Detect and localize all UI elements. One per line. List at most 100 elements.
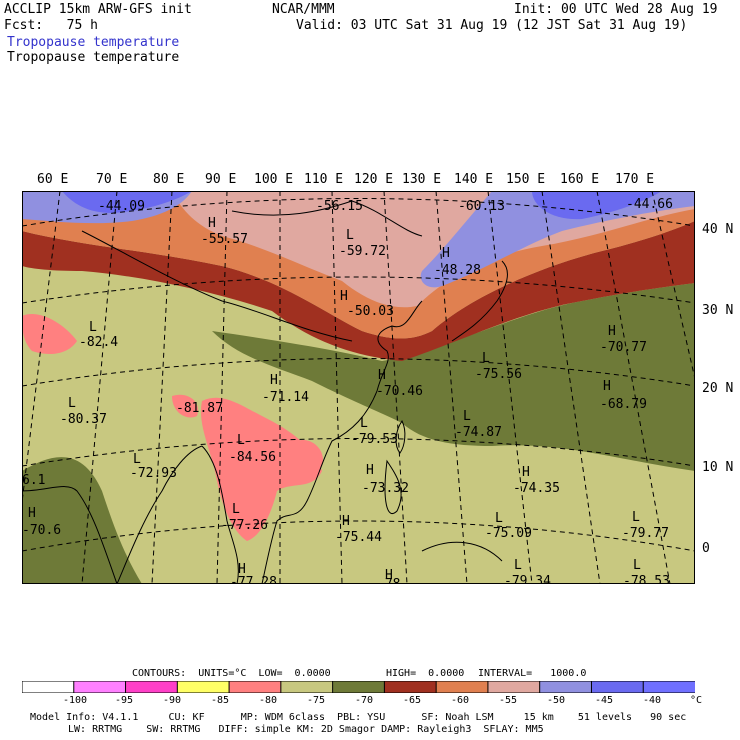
lat-label: 10 N (702, 460, 734, 475)
region-salmon-patch (172, 394, 198, 418)
colorbar-swatch (228, 681, 282, 693)
region-salmon-west (22, 313, 77, 354)
extremum-type: L (360, 416, 368, 431)
lon-label: 70 E (96, 172, 128, 187)
region-blue-west (62, 191, 192, 213)
colorbar (22, 681, 695, 693)
colorbar-label: -55 (499, 695, 518, 706)
lat-label: 30 N (702, 303, 734, 318)
colorbar-swatch (22, 681, 75, 693)
colorbar-swatch (73, 681, 127, 693)
extremum-value: -71.14 (262, 390, 309, 405)
model-info-line2: LW: RRTMG SW: RRTMG DIFF: simple KM: 2D … (68, 724, 544, 735)
extremum-value: 6.1 (22, 473, 46, 488)
lon-label: 130 E (402, 172, 442, 187)
lon-label: 170 E (615, 172, 655, 187)
contour-interval: INTERVAL= 1000.0 (478, 668, 587, 679)
lon-label: 90 E (205, 172, 237, 187)
tropopause-temperature-map (22, 191, 695, 584)
contour-info: CONTOURS: UNITS=°C LOW= 0.0000 (132, 668, 331, 679)
colorbar-swatch (383, 681, 438, 693)
lat-label: 0 (702, 541, 710, 556)
field-title: Tropopause temperature (7, 50, 180, 65)
colorbar-label: -45 (595, 695, 614, 706)
extremum-type: L (237, 433, 245, 448)
lon-label: 120 E (354, 172, 394, 187)
extremum-type: L (514, 558, 522, 573)
extremum-value: -44.09 (98, 199, 145, 214)
extremum-type: L (495, 511, 503, 526)
contour-high: HIGH= 0.0000 (386, 668, 465, 679)
region-salmon-indochina (200, 397, 322, 541)
extremum-type: H (270, 373, 278, 388)
colorbar-swatch (642, 681, 695, 693)
extremum-value: -60.13 (458, 199, 505, 214)
map-bottom-margin (0, 584, 740, 664)
extremum-value: -74.87 (455, 425, 502, 440)
lat-label: 20 N (702, 381, 734, 396)
colorbar-swatch (435, 681, 489, 693)
lat-lon-grid (22, 191, 695, 584)
extremum-type: H (342, 514, 350, 529)
extremum-type: H (608, 324, 616, 339)
extremum-type: L (346, 228, 354, 243)
extremum-type: L (89, 320, 97, 335)
extremum-type: L (133, 452, 141, 467)
colorbar-label: -85 (211, 695, 230, 706)
extremum-value: -82.4 (79, 335, 119, 350)
extremum-type: H (238, 562, 246, 577)
lon-label: 150 E (506, 172, 546, 187)
extremum-type: L (633, 558, 641, 573)
extremum-value: -81.87 (176, 401, 223, 416)
colorbar-unit: °C (690, 695, 703, 706)
extremum-type: L (482, 351, 490, 366)
lon-label: 160 E (560, 172, 600, 187)
extremum-type: H (366, 463, 374, 478)
extremum-type: H (378, 368, 386, 383)
extremum-value: -79.77 (622, 526, 669, 541)
extremum-value: -73.32 (362, 481, 409, 496)
colorbar-label: -65 (403, 695, 422, 706)
colorbar-label: -50 (547, 695, 566, 706)
extremum-value: -72.93 (130, 466, 177, 481)
extremum-value: -79.53 (351, 432, 398, 447)
lat-label: 40 N (702, 222, 734, 237)
extremum-value: -55.57 (201, 232, 248, 247)
extremum-value: -70.46 (376, 384, 423, 399)
lon-label: 140 E (454, 172, 494, 187)
colorbar-swatch (176, 681, 231, 693)
extremum-type: H (603, 379, 611, 394)
colorbar-label: -70 (355, 695, 374, 706)
colorbar-swatch (332, 681, 386, 693)
lon-label: 80 E (153, 172, 185, 187)
region-dark-olive-east (212, 283, 695, 471)
extremum-value: -75.44 (335, 530, 382, 545)
extremum-value: -77.26 (221, 518, 268, 533)
lon-label: 100 E (254, 172, 294, 187)
extremum-value: -70.6 (22, 523, 62, 538)
region-blue-east (532, 191, 662, 220)
org-label: NCAR/MMM (272, 2, 335, 17)
region-lavender-east (420, 191, 695, 288)
forecast-hour: Fcst: 75 h (4, 18, 98, 33)
region-salmon-patch (297, 440, 323, 469)
extremum-value: -50.03 (347, 304, 394, 319)
extremum-value: -74.35 (513, 481, 560, 496)
coastlines (22, 200, 508, 584)
colorbar-swatch (487, 681, 541, 693)
extremum-type: H (442, 246, 450, 261)
region-dark-olive-west (22, 457, 142, 584)
colorbar-label: -80 (259, 695, 278, 706)
colorbar-label: -100 (63, 695, 88, 706)
extremum-value: -48.28 (434, 263, 481, 278)
extremum-value: -56.15 (316, 199, 363, 214)
extremum-value: -44.66 (626, 197, 673, 212)
field-title-color: Tropopause temperature (7, 35, 180, 50)
colorbar-label: -95 (115, 695, 134, 706)
extremum-value: -70.77 (600, 340, 647, 355)
init-time: Init: 00 UTC Wed 28 Aug 19 (514, 2, 718, 17)
extremum-value: -75.56 (475, 367, 522, 382)
lon-label: 110 E (304, 172, 344, 187)
model-info-line1: Model Info: V4.1.1 CU: KF MP: WDM 6class… (30, 712, 687, 723)
extremum-type: H (28, 506, 36, 521)
